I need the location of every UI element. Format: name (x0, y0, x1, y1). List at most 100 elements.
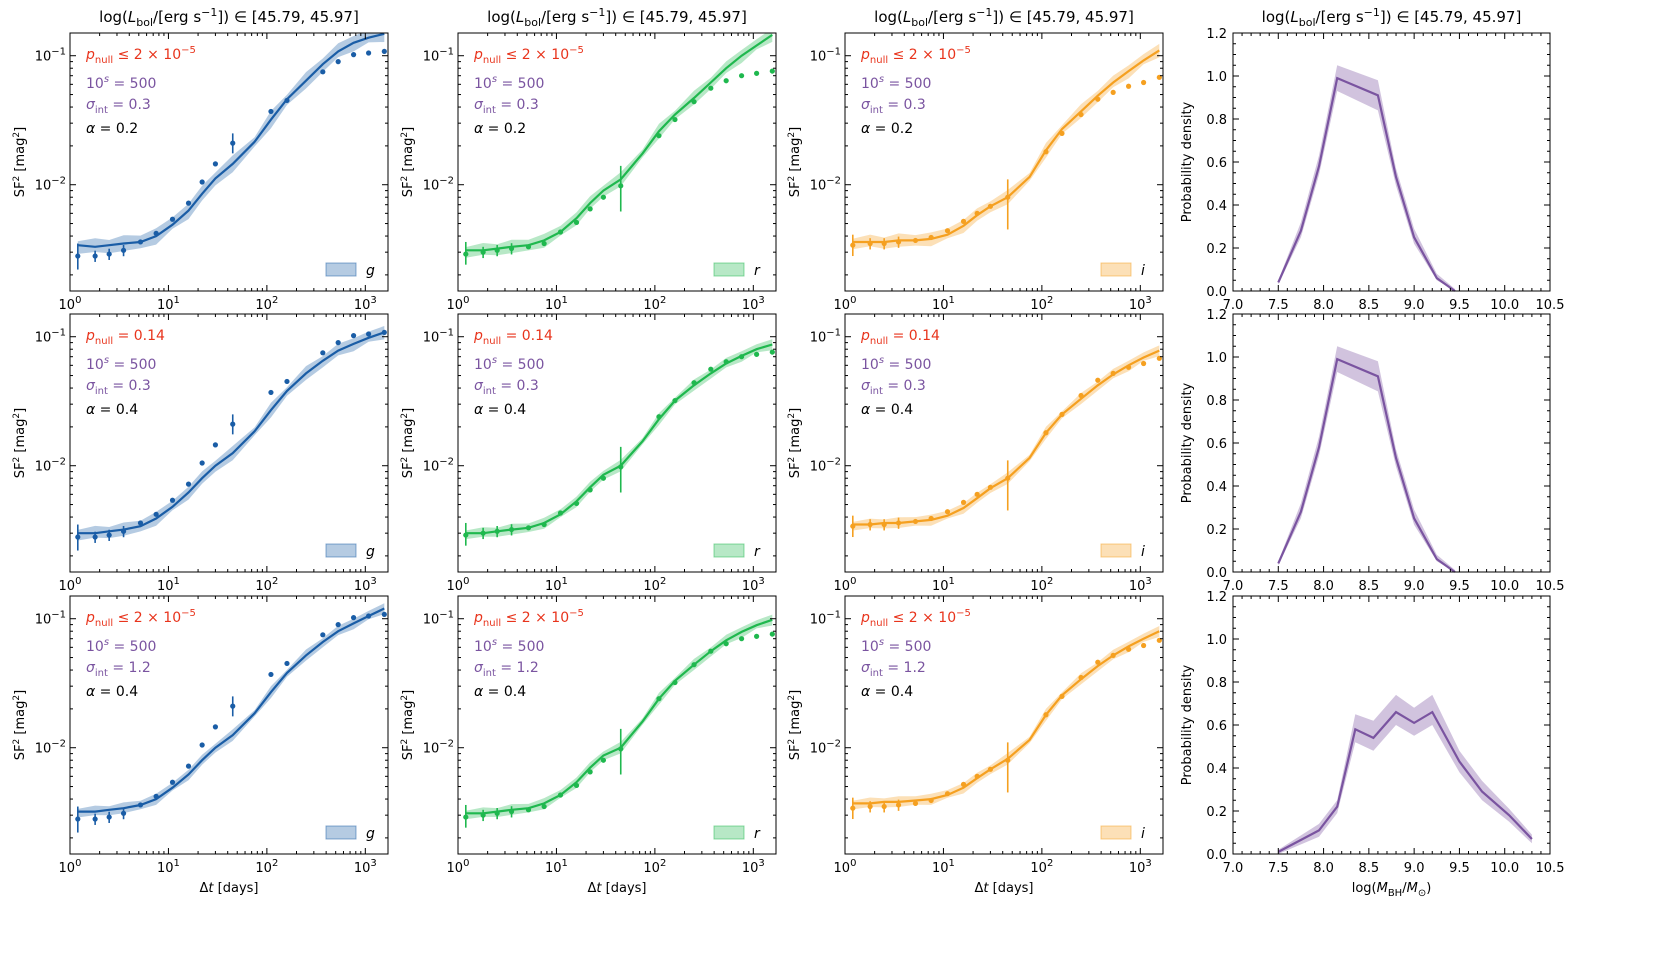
model-band (77, 603, 385, 818)
data-point (691, 662, 697, 668)
y-tick-label: 10−2 (423, 176, 454, 194)
axes-frame (69, 32, 389, 292)
data-point (1059, 693, 1065, 699)
data-point (1141, 642, 1147, 649)
data-point (169, 497, 176, 503)
pnull-annotation: pnull ≤ 2 × 10−5 (85, 608, 196, 629)
alpha-annotation: α = 0.2 (861, 121, 913, 137)
data-point (350, 615, 357, 621)
data-point (525, 807, 532, 813)
legend-swatch (325, 262, 357, 277)
data-point (1110, 370, 1116, 376)
data-point (169, 216, 176, 222)
x-axis-label: log(MBH/M⊙) (1352, 881, 1432, 899)
y-axis-label: Probability density (1180, 664, 1195, 785)
data-point (960, 781, 967, 787)
x-tick-label: 100 (447, 295, 470, 313)
bh-panel-row1: 7.0 7.5 8.0 8.5 9.0 9.5 10.0 10.5 0.0 0.2 0.4 0.6 0.… (1180, 27, 1564, 313)
y-tick-label: 0.2 (1206, 242, 1227, 257)
legend-label: r (754, 826, 761, 842)
data-point (974, 773, 980, 779)
data-point (185, 481, 192, 487)
data-point (185, 200, 192, 206)
panel-title: log(Lbol/[erg s−1]) ∈ [45.79, 45.97] (99, 6, 359, 29)
legend-swatch (713, 825, 745, 840)
panel-title: log(Lbol/[erg s−1]) ∈ [45.79, 45.97] (1262, 6, 1522, 29)
legend-swatch (325, 543, 357, 558)
data-point (573, 219, 580, 226)
data-point (1125, 364, 1132, 370)
data-point (944, 791, 951, 797)
data-point (1095, 659, 1101, 665)
sf-panel-i-row3: 100 101 102 103 10−2 10−1 SF2 [mag2] Δt [days] p… (787, 595, 1164, 896)
data-point (1110, 652, 1116, 658)
y-axis-label: SF2 [mag2] (12, 690, 28, 760)
axes-frame (844, 32, 1164, 292)
data-point (557, 229, 564, 235)
x-tick-label: 102 (643, 858, 666, 876)
tens-annotation: 10s = 500 (86, 637, 156, 655)
sf-panel-r-row2: 100 101 102 103 10−2 10−1 SF2 [mag2] pnull = 0.… (400, 313, 777, 594)
data-point (284, 97, 290, 104)
data-point (1125, 83, 1132, 89)
alpha-annotation: α = 0.2 (86, 121, 138, 137)
y-tick-label: 0.2 (1206, 523, 1227, 538)
tens-annotation: 10s = 500 (474, 637, 544, 655)
data-point (912, 800, 919, 807)
x-tick-label: 8.0 (1313, 579, 1334, 594)
data-point (573, 500, 580, 507)
x-tick-label: 8.5 (1359, 579, 1380, 594)
pnull-annotation: pnull ≤ 2 × 10−5 (473, 608, 584, 629)
y-axis-label: SF2 [mag2] (12, 408, 28, 478)
y-tick-label: 0.4 (1206, 480, 1227, 495)
alpha-annotation: α = 0.4 (86, 402, 138, 418)
data-point (738, 354, 745, 360)
data-point (366, 50, 372, 56)
data-point (212, 724, 219, 730)
y-tick-label: 1.0 (1206, 70, 1227, 85)
x-axis-label: Δt [days] (588, 881, 647, 896)
data-point (708, 648, 714, 654)
bh-panel-row2: 7.0 7.5 8.0 8.5 9.0 9.5 10.0 10.5 0.0 0.2 0.4 0.6 0.… (1180, 308, 1564, 594)
y-tick-label: 1.2 (1206, 590, 1227, 605)
pnull-annotation: pnull ≤ 2 × 10−5 (860, 45, 971, 66)
data-point (769, 68, 775, 74)
model-band (852, 345, 1160, 531)
sigma-annotation: σint = 0.3 (86, 378, 151, 397)
legend-swatch (1100, 825, 1132, 840)
data-point (525, 244, 532, 250)
data-point (944, 509, 951, 515)
data-point (1078, 392, 1084, 399)
legend-label: r (754, 263, 761, 279)
y-tick-label: 0.0 (1206, 566, 1227, 581)
x-tick-label: 102 (255, 858, 278, 876)
y-tick-label: 1.0 (1206, 633, 1227, 648)
alpha-annotation: α = 0.4 (474, 684, 526, 700)
data-point (320, 350, 326, 356)
y-tick-label: 1.0 (1206, 351, 1227, 366)
x-tick-label: 100 (834, 295, 857, 313)
data-point (912, 518, 919, 525)
data-point (185, 763, 192, 769)
x-tick-label: 103 (354, 576, 377, 594)
x-tick-label: 100 (59, 576, 82, 594)
axes-frame (69, 313, 389, 573)
alpha-annotation: α = 0.2 (474, 121, 526, 137)
data-point (769, 349, 775, 355)
data-point (587, 487, 593, 493)
data-point (284, 660, 290, 667)
sigma-annotation: σint = 1.2 (86, 660, 151, 679)
y-tick-label: 10−1 (423, 610, 454, 628)
x-tick-label: 7.0 (1223, 861, 1244, 876)
data-point (153, 793, 159, 799)
y-axis-label: SF2 [mag2] (787, 408, 803, 478)
y-tick-label: 0.8 (1206, 676, 1227, 691)
data-point (350, 52, 357, 58)
y-axis-label: SF2 [mag2] (787, 690, 803, 760)
data-point (381, 329, 387, 336)
y-tick-label: 0.2 (1206, 805, 1227, 820)
data-point (723, 359, 729, 365)
data-point (199, 460, 205, 466)
data-point (169, 779, 176, 785)
data-point (1095, 377, 1101, 383)
